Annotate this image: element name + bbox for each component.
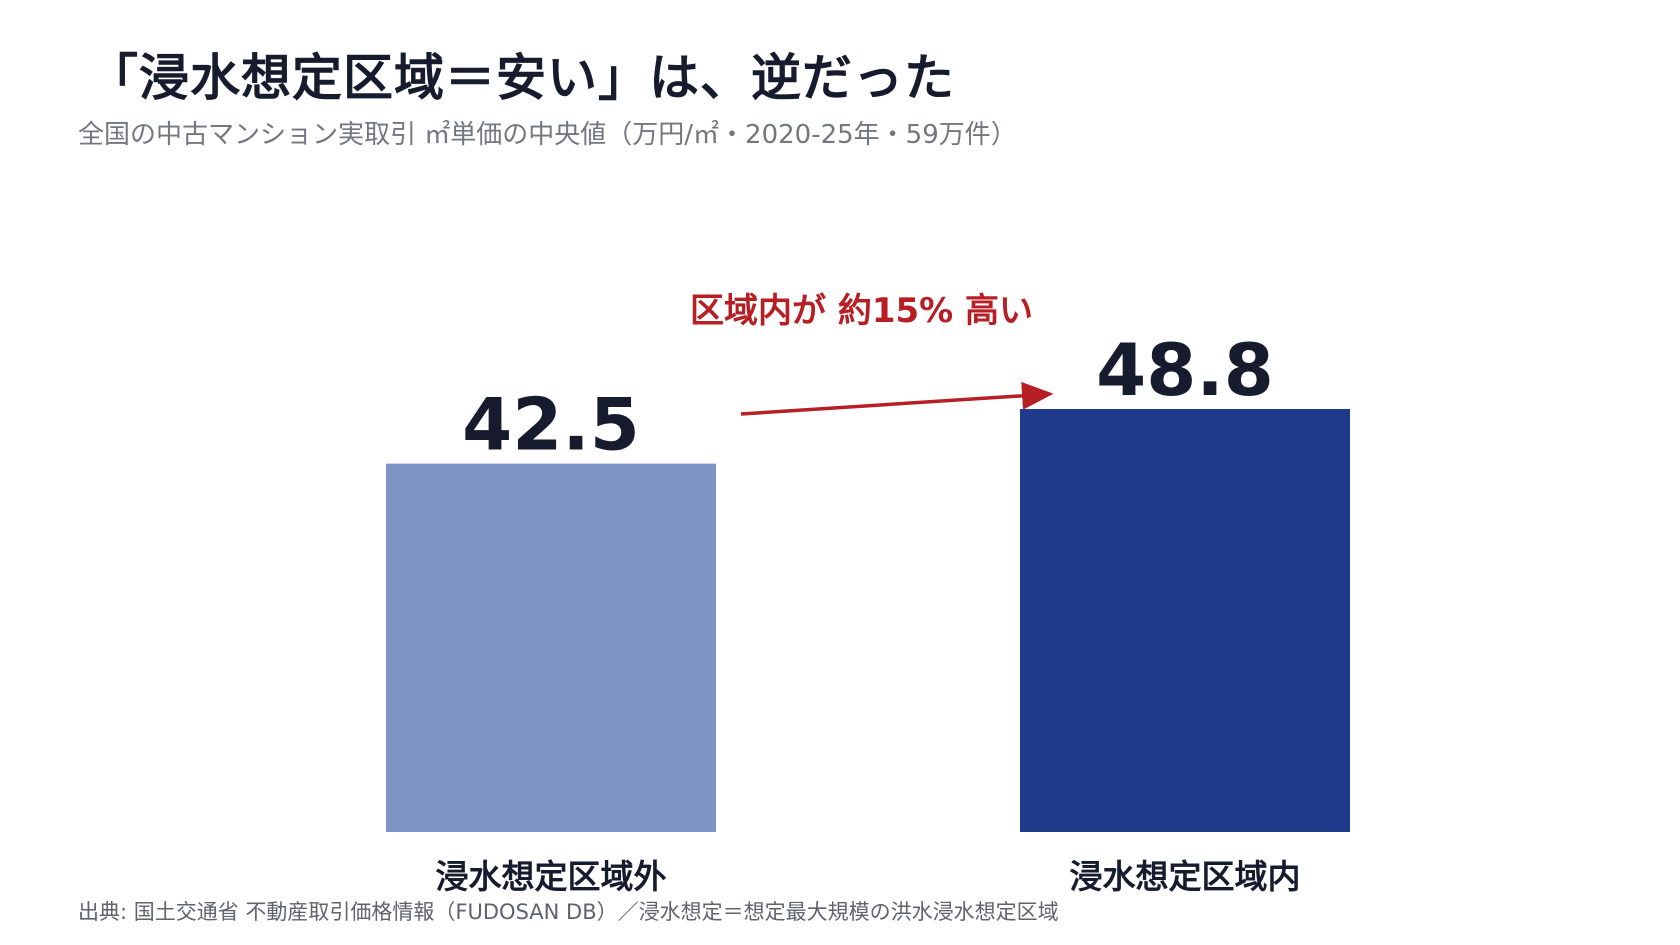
value-label-1: 42.5 (462, 383, 640, 467)
bar-2 (1020, 409, 1350, 832)
category-label-2: 浸水想定区域内 (1070, 857, 1301, 896)
bar-1 (386, 463, 716, 832)
value-label-2: 48.8 (1096, 328, 1274, 412)
source-note: 出典: 国土交通省 不動産取引価格情報（FUDOSAN DB）／浸水想定＝想定最… (78, 900, 1059, 924)
chart-subtitle: 全国の中古マンション実取引 ㎡単価の中央値（万円/㎡・2020-25年・59万件… (78, 120, 1017, 150)
category-label-1: 浸水想定区域外 (436, 857, 667, 896)
annotation-arrow (740, 381, 1054, 416)
chart-title: 「浸水想定区域＝安い」は、逆だった (88, 49, 955, 107)
annotation-label: 区域内が 約15% 高い (690, 291, 1033, 331)
